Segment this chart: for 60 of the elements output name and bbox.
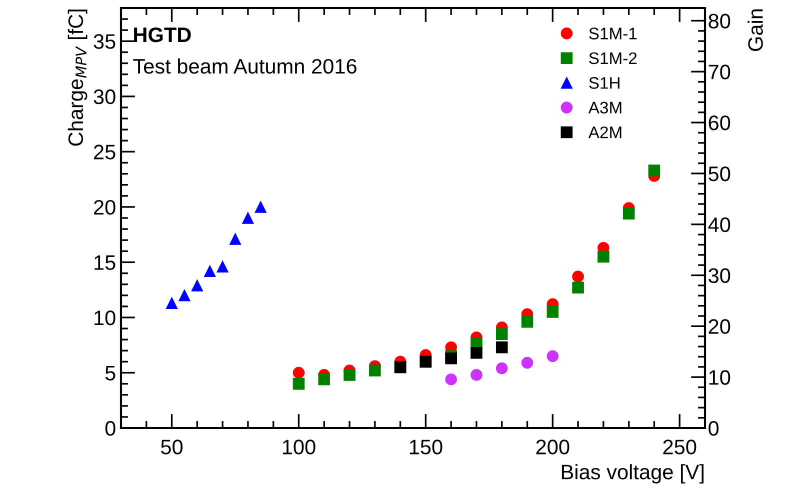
y2-tick-label: 20 — [708, 319, 730, 334]
x-tick-label: 50 — [161, 440, 183, 454]
y-tick-label: 25 — [94, 144, 116, 160]
x-tick-label: 250 — [663, 440, 696, 454]
annotation: Test beam Autumn 2016 — [133, 58, 356, 74]
point — [598, 250, 610, 263]
point — [254, 201, 267, 213]
point — [470, 369, 482, 381]
point — [496, 328, 508, 340]
point — [204, 265, 216, 277]
point — [546, 350, 559, 362]
point — [369, 364, 381, 376]
x-tick-label: 100 — [282, 440, 316, 454]
y2-tick-label: 10 — [709, 370, 730, 385]
y2-tick-label: 40 — [708, 217, 730, 232]
x-tick-label: 200 — [536, 440, 570, 454]
y2-tick-label: 70 — [708, 64, 730, 80]
y-axis-title: Charge$_{MPV}$ [fC] — [68, 10, 88, 146]
point — [166, 297, 178, 310]
point — [546, 306, 559, 318]
point — [229, 233, 242, 245]
legend-label: S1M-2 — [589, 52, 637, 64]
point — [292, 378, 305, 390]
point — [496, 362, 508, 374]
annotation: HGTD — [134, 27, 191, 42]
y2-tick-label: 80 — [708, 14, 730, 28]
point — [622, 208, 635, 220]
point — [318, 373, 330, 386]
point — [470, 346, 482, 359]
point — [216, 260, 228, 273]
point — [178, 289, 190, 302]
y-tick-label: 35 — [94, 34, 116, 49]
point — [572, 270, 584, 282]
point — [521, 316, 534, 328]
x-tick-label: 150 — [410, 440, 442, 454]
legend-label: A3M — [588, 102, 622, 114]
y-tick-label: 10 — [94, 310, 116, 326]
point — [191, 280, 204, 292]
point — [521, 356, 534, 369]
y2-tick-label: 60 — [708, 116, 730, 130]
x-axis-title: Bias voltage [V] — [562, 464, 704, 484]
point — [445, 373, 457, 386]
y-tick-label: 5 — [105, 366, 116, 380]
point — [292, 366, 305, 379]
y2-axis-title: Gain — [748, 9, 763, 51]
point — [648, 164, 660, 176]
point — [242, 212, 254, 224]
point — [496, 341, 508, 354]
y-tick-label: 30 — [94, 89, 116, 104]
legend-label: A2M — [588, 126, 622, 138]
y-tick-label: 15 — [94, 255, 116, 270]
point — [344, 369, 356, 381]
y-tick-label: 0 — [105, 421, 116, 436]
legend-label: S1H — [589, 77, 620, 89]
y2-tick-label: 50 — [708, 166, 730, 182]
legend-label: S1M-1 — [589, 28, 637, 40]
y2-tick-label: 30 — [708, 268, 730, 284]
point — [572, 282, 584, 294]
y-tick-label: 20 — [94, 200, 116, 215]
y2-tick-label: 0 — [708, 421, 719, 436]
